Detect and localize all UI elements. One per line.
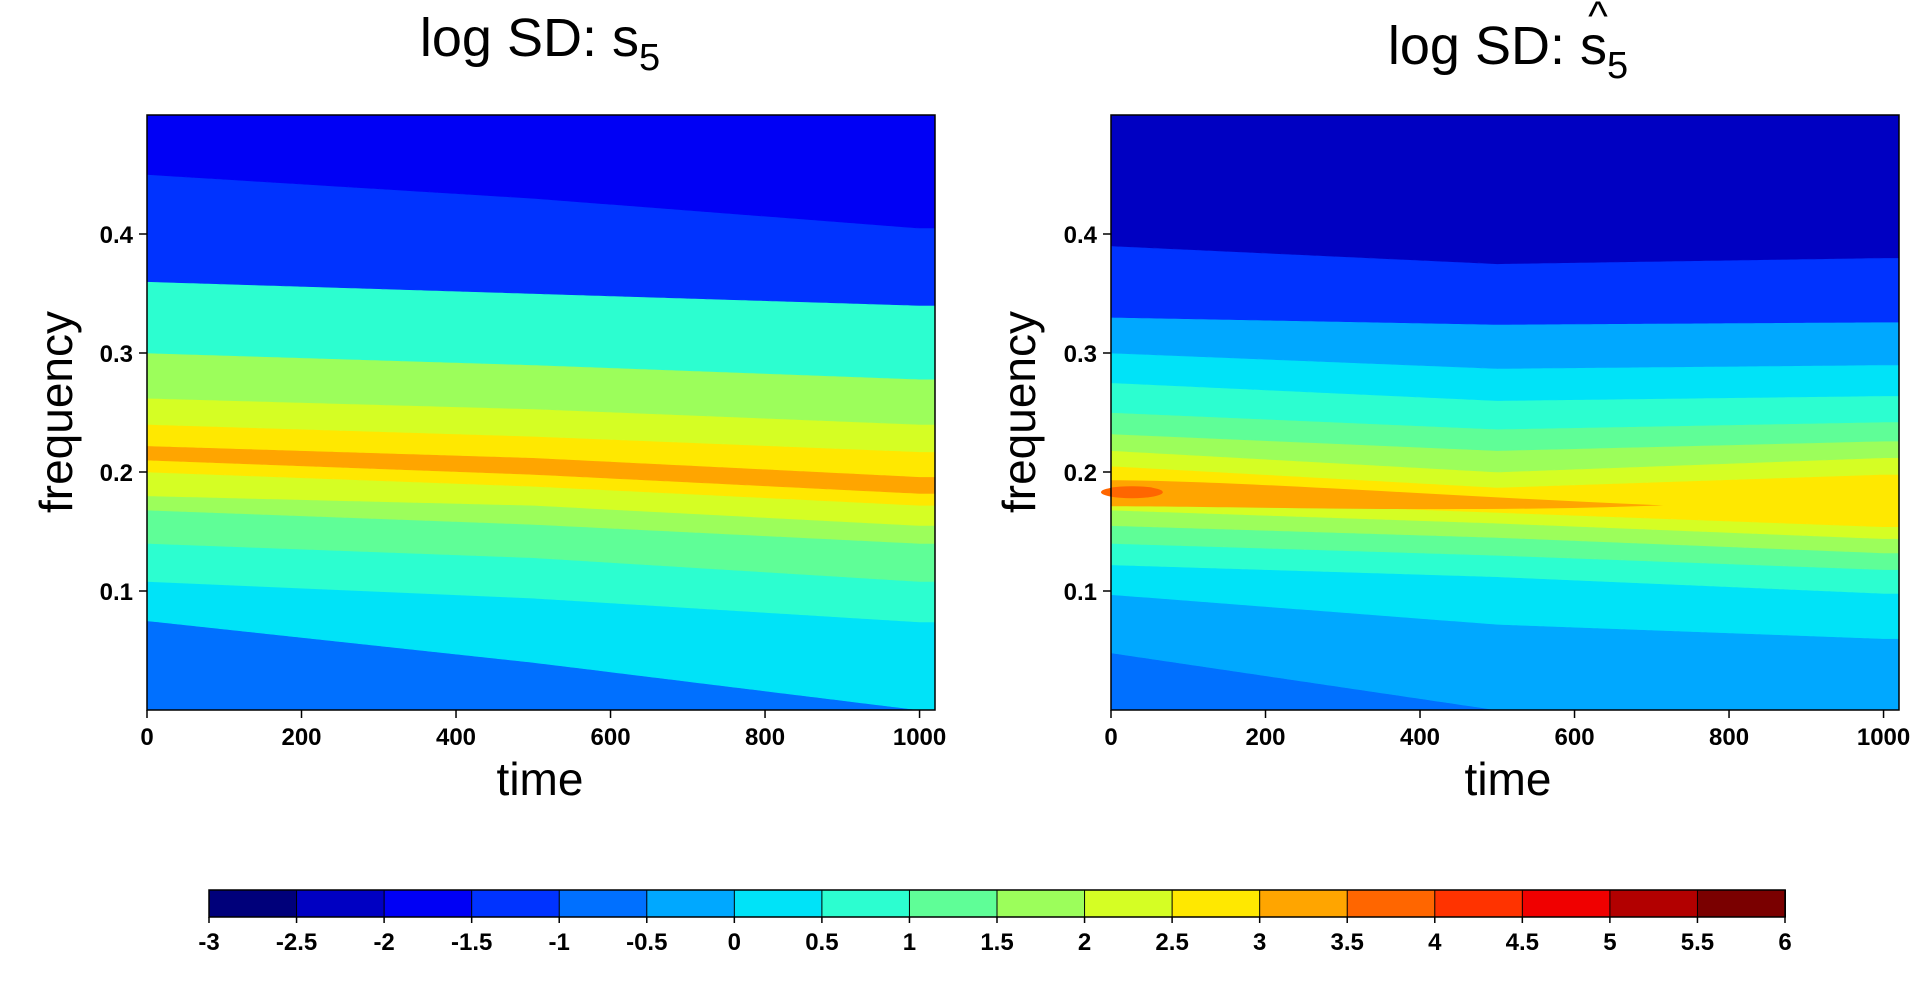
panel-title: log SD: s5 [1388,16,1628,87]
colorbar-tick-label: 5.5 [1681,929,1714,956]
y-axis-label: frequency [993,311,1045,513]
axes: 0 200 400 600 800 1000 0.1 0.2 0.3 0.4 [100,222,947,751]
x-tick-label: 1000 [893,724,946,751]
panel-title: log SD: s5 [420,8,660,79]
x-tick-label: 400 [436,724,476,751]
colorbar-tick-label: -1.5 [451,929,492,956]
colorbar-tick-label: 0.5 [805,929,838,956]
colorbar-tick-label: 6 [1778,929,1791,956]
colorbar-tick-label: 3 [1253,929,1266,956]
colorbar-tick-label: -3 [198,929,219,956]
colorbar-tick-label: -2.5 [276,929,317,956]
y-tick-label: 0.4 [100,222,134,249]
ridge-region [1111,480,1664,510]
x-tick-label: 600 [1555,724,1595,751]
y-tick-label: 0.3 [1064,341,1097,368]
colorbar-swatch [383,889,473,918]
x-tick-label: 600 [591,724,631,751]
x-tick-label: 800 [1709,724,1749,751]
hat-accent: ^ [1588,0,1608,39]
x-tick-label: 1000 [1857,724,1910,751]
colorbar-tick-label: 3.5 [1331,929,1364,956]
y-tick-label: 0.1 [100,579,133,606]
colorbar-tick-label: 2.5 [1155,929,1188,956]
x-tick-label: 800 [745,724,785,751]
colorbar-swatch [1609,889,1699,918]
colorbar-swatch [996,889,1086,918]
x-axis-label: time [1465,753,1552,805]
panel-estimated-log-sd: 0 200 400 600 800 1000 0.1 0.2 0.3 0.4 log SD: s5… [993,0,1910,805]
colorbar-tick-label: -0.5 [626,929,667,956]
colorbar-tick-label: 2 [1078,929,1091,956]
colorbar-tick-label: 1 [903,929,916,956]
contour-band [1110,114,1900,265]
colorbar-tick-label: 0 [728,929,741,956]
colorbar-swatch [1084,889,1174,918]
x-tick-label: 200 [1245,724,1285,751]
colorbar-swatch [296,889,386,918]
plot-frame [146,114,936,711]
x-tick-label: 200 [281,724,321,751]
colorbar-tick-label: 1.5 [980,929,1013,956]
colorbar-swatch [733,889,823,918]
y-tick-label: 0.1 [1064,579,1097,606]
colorbar-swatch [558,889,648,918]
y-tick-label: 0.3 [100,341,133,368]
colorbar-swatch [1346,889,1436,918]
plot-frame [1110,114,1900,711]
colorbar-swatch [1521,889,1611,918]
hot-spot-region [1101,486,1163,499]
colorbar-tick-label: 4.5 [1506,929,1539,956]
y-axis-label: frequency [30,311,82,513]
colorbar-swatch [208,889,298,918]
colorbar-swatch [1696,889,1787,918]
colorbar-swatch [1171,889,1261,918]
x-tick-label: 0 [1104,724,1117,751]
colorbar: -3 -2.5 -2 -1.5 -1 -0.5 0 0.5 1 1.5 2 2.5 3 3.5 4 4.5 5 5… [198,889,1792,956]
x-axis-label: time [497,753,584,805]
heatmap-fill [147,115,936,711]
colorbar-tick-label: 5 [1603,929,1616,956]
colorbar-tick-label: 4 [1428,929,1442,956]
axes: 0 200 400 600 800 1000 0.1 0.2 0.3 0.4 [1064,222,1911,751]
colorbar-swatch [1434,889,1524,918]
y-tick-label: 0.4 [1064,222,1098,249]
x-tick-label: 400 [1400,724,1440,751]
y-tick-label: 0.2 [1064,460,1097,487]
x-tick-label: 0 [140,724,153,751]
colorbar-tick-label: -2 [373,929,394,956]
colorbar-swatch [821,889,911,918]
colorbar-swatch [1259,889,1349,918]
y-tick-label: 0.2 [100,460,133,487]
colorbar-tick-label: -1 [549,929,570,956]
colorbar-swatch [646,889,736,918]
panel-true-log-sd: 0 200 400 600 800 1000 0.1 0.2 0.3 0.4 log SD: s5… [30,8,946,805]
colorbar-swatch [908,889,999,918]
colorbar-swatch [471,889,561,918]
heatmap-fill [1101,114,1900,711]
